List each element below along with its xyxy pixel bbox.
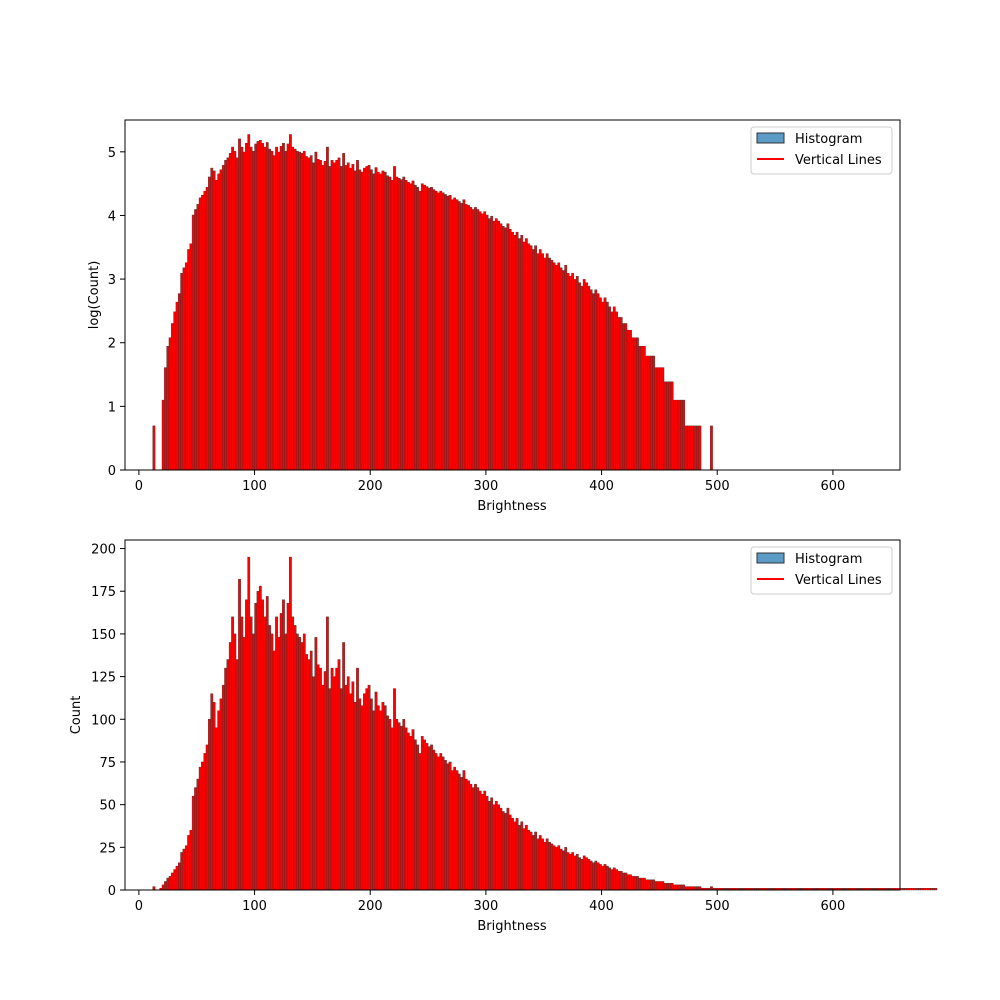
log-x-tick-label: 0 [135,479,143,494]
count-x-tick-label: 300 [473,899,498,914]
log-y-tick-label: 1 [108,400,116,415]
log-x-tick-label: 600 [820,479,845,494]
count-legend-box [750,546,893,595]
log-x-ticks: 0 100 200 300 400 500 600 [135,470,845,494]
count-x-tick-label: 0 [135,899,143,914]
count-subplot: 0 100 200 300 400 500 600 0 25 50 75 100 125 150 175 2… [69,539,938,934]
log-y-ticks: 0 1 2 3 4 5 [108,146,125,479]
log-y-tick-label: 2 [108,337,116,352]
count-y-tick-label: 200 [91,543,116,558]
log-x-tick-label: 100 [242,479,267,494]
count-x-tick-label: 200 [358,899,383,914]
count-y-tick-label: 100 [91,713,116,728]
log-x-tick-label: 500 [705,479,730,494]
count-legend-histogram-swatch [756,552,785,564]
count-x-tick-label: 400 [589,899,614,914]
count-y-tick-label: 150 [91,628,116,643]
log-count-subplot: 0 100 200 300 400 500 600 0 1 2 3 4 5 Brightness lo… [87,119,901,514]
log-y-tick-label: 3 [108,273,116,288]
log-plot-frame [124,119,901,471]
count-legend-line-label: Vertical Lines [795,573,882,588]
count-y-tick-label: 25 [99,841,116,856]
log-x-tick-label: 200 [358,479,383,494]
count-legend-histogram-label: Histogram [795,552,862,567]
log-legend-histogram-swatch [756,132,785,144]
count-y-ticks: 0 25 50 75 100 125 150 175 200 [91,543,125,899]
count-legend: Histogram Vertical Lines [750,546,893,595]
log-legend-histogram-label: Histogram [795,132,862,147]
log-x-tick-label: 400 [589,479,614,494]
count-x-ticks: 0 100 200 300 400 500 600 [135,890,845,914]
count-y-tick-label: 125 [91,671,116,686]
count-x-tick-label: 600 [820,899,845,914]
log-legend-box [750,126,893,175]
count-x-tick-label: 100 [242,899,267,914]
log-y-tick-label: 4 [108,209,116,224]
count-y-tick-label: 0 [108,884,116,899]
count-histogram-bars [152,556,938,891]
log-legend: Histogram Vertical Lines [750,126,893,175]
log-y-axis-label: log(Count) [87,261,102,330]
count-plot-frame [124,539,901,891]
log-x-axis-label: Brightness [477,499,546,514]
log-y-tick-label: 0 [108,464,116,479]
log-legend-line-label: Vertical Lines [795,153,882,168]
count-y-tick-label: 50 [99,799,116,814]
log-x-tick-label: 300 [473,479,498,494]
count-y-tick-label: 175 [91,585,116,600]
count-y-tick-label: 75 [99,756,116,771]
count-x-tick-label: 500 [705,899,730,914]
count-x-axis-label: Brightness [477,919,546,934]
log-y-tick-label: 5 [108,146,116,161]
count-y-axis-label: Count [69,696,84,735]
